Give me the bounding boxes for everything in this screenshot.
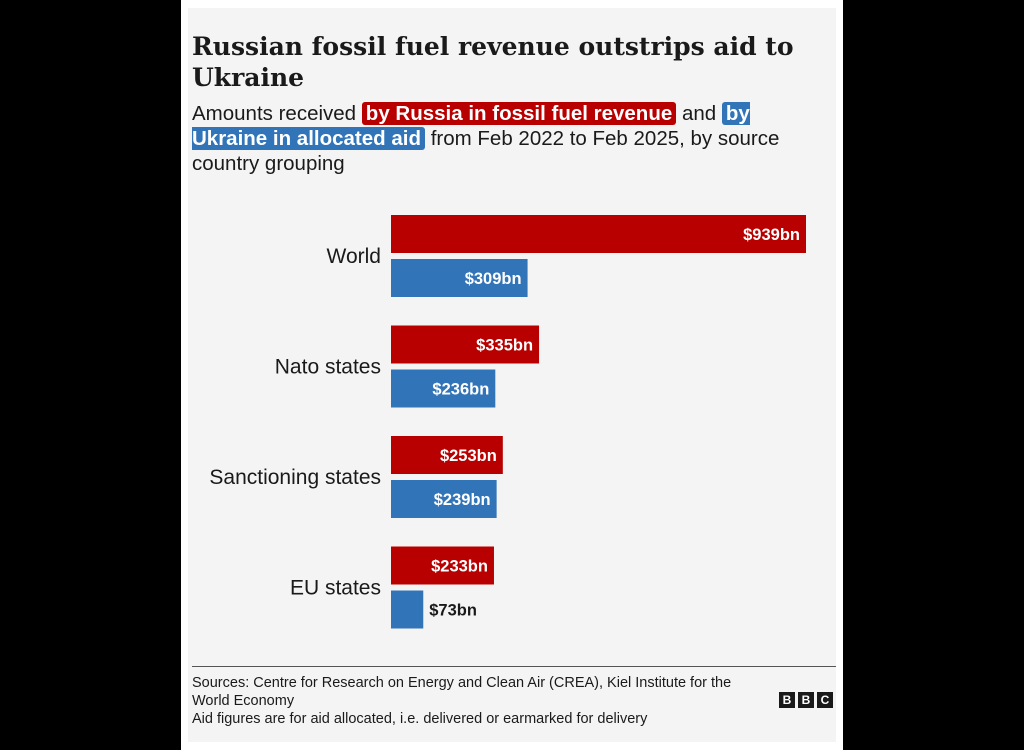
russia-value-label: $335bn [476, 337, 533, 355]
ukraine-value-label: $309bn [465, 270, 522, 288]
ukraine-bar [391, 259, 528, 297]
subtitle-mid: and [681, 102, 717, 125]
russia-bar [391, 546, 494, 585]
ukraine-bar [391, 590, 424, 629]
chart-title: Russian fossil fuel revenue outstrips ai… [192, 32, 794, 92]
category-label: Sanctioning states [209, 466, 381, 489]
sources-text: Sources: Centre for Research on Energy a… [192, 675, 732, 709]
chart-subtitle: Amounts received by Russia in fossil fue… [192, 101, 817, 176]
logo-letter: B [798, 692, 814, 708]
category-label: EU states [290, 577, 381, 600]
legend-russia-highlight: by Russia in fossil fuel revenue [361, 102, 677, 125]
russia-value-label: $253bn [440, 447, 497, 465]
russia-bar [391, 215, 806, 253]
category-label: World [327, 245, 381, 268]
category-label: Nato states [275, 356, 381, 379]
russia-bar [391, 325, 540, 364]
footer-sources: Sources: Centre for Research on Energy a… [192, 674, 772, 728]
russia-value-label: $939bn [743, 226, 800, 244]
ukraine-value-label: $73bn [429, 602, 477, 620]
subtitle-pre: Amounts received [192, 102, 357, 125]
subtitle-post: from Feb 2022 to Feb 2025, by source cou… [192, 127, 780, 175]
ukraine-value-label: $239bn [434, 491, 491, 509]
note-text: Aid figures are for aid allocated, i.e. … [192, 711, 648, 727]
ukraine-bar [391, 369, 496, 408]
logo-letter: C [817, 692, 833, 708]
ukraine-bar [391, 480, 497, 518]
logo-letter: B [779, 692, 795, 708]
ukraine-value-label: $236bn [432, 381, 489, 399]
footer-divider [192, 666, 836, 667]
russia-bar [391, 436, 503, 474]
bbc-logo: B B C [779, 692, 833, 708]
russia-value-label: $233bn [431, 558, 488, 576]
